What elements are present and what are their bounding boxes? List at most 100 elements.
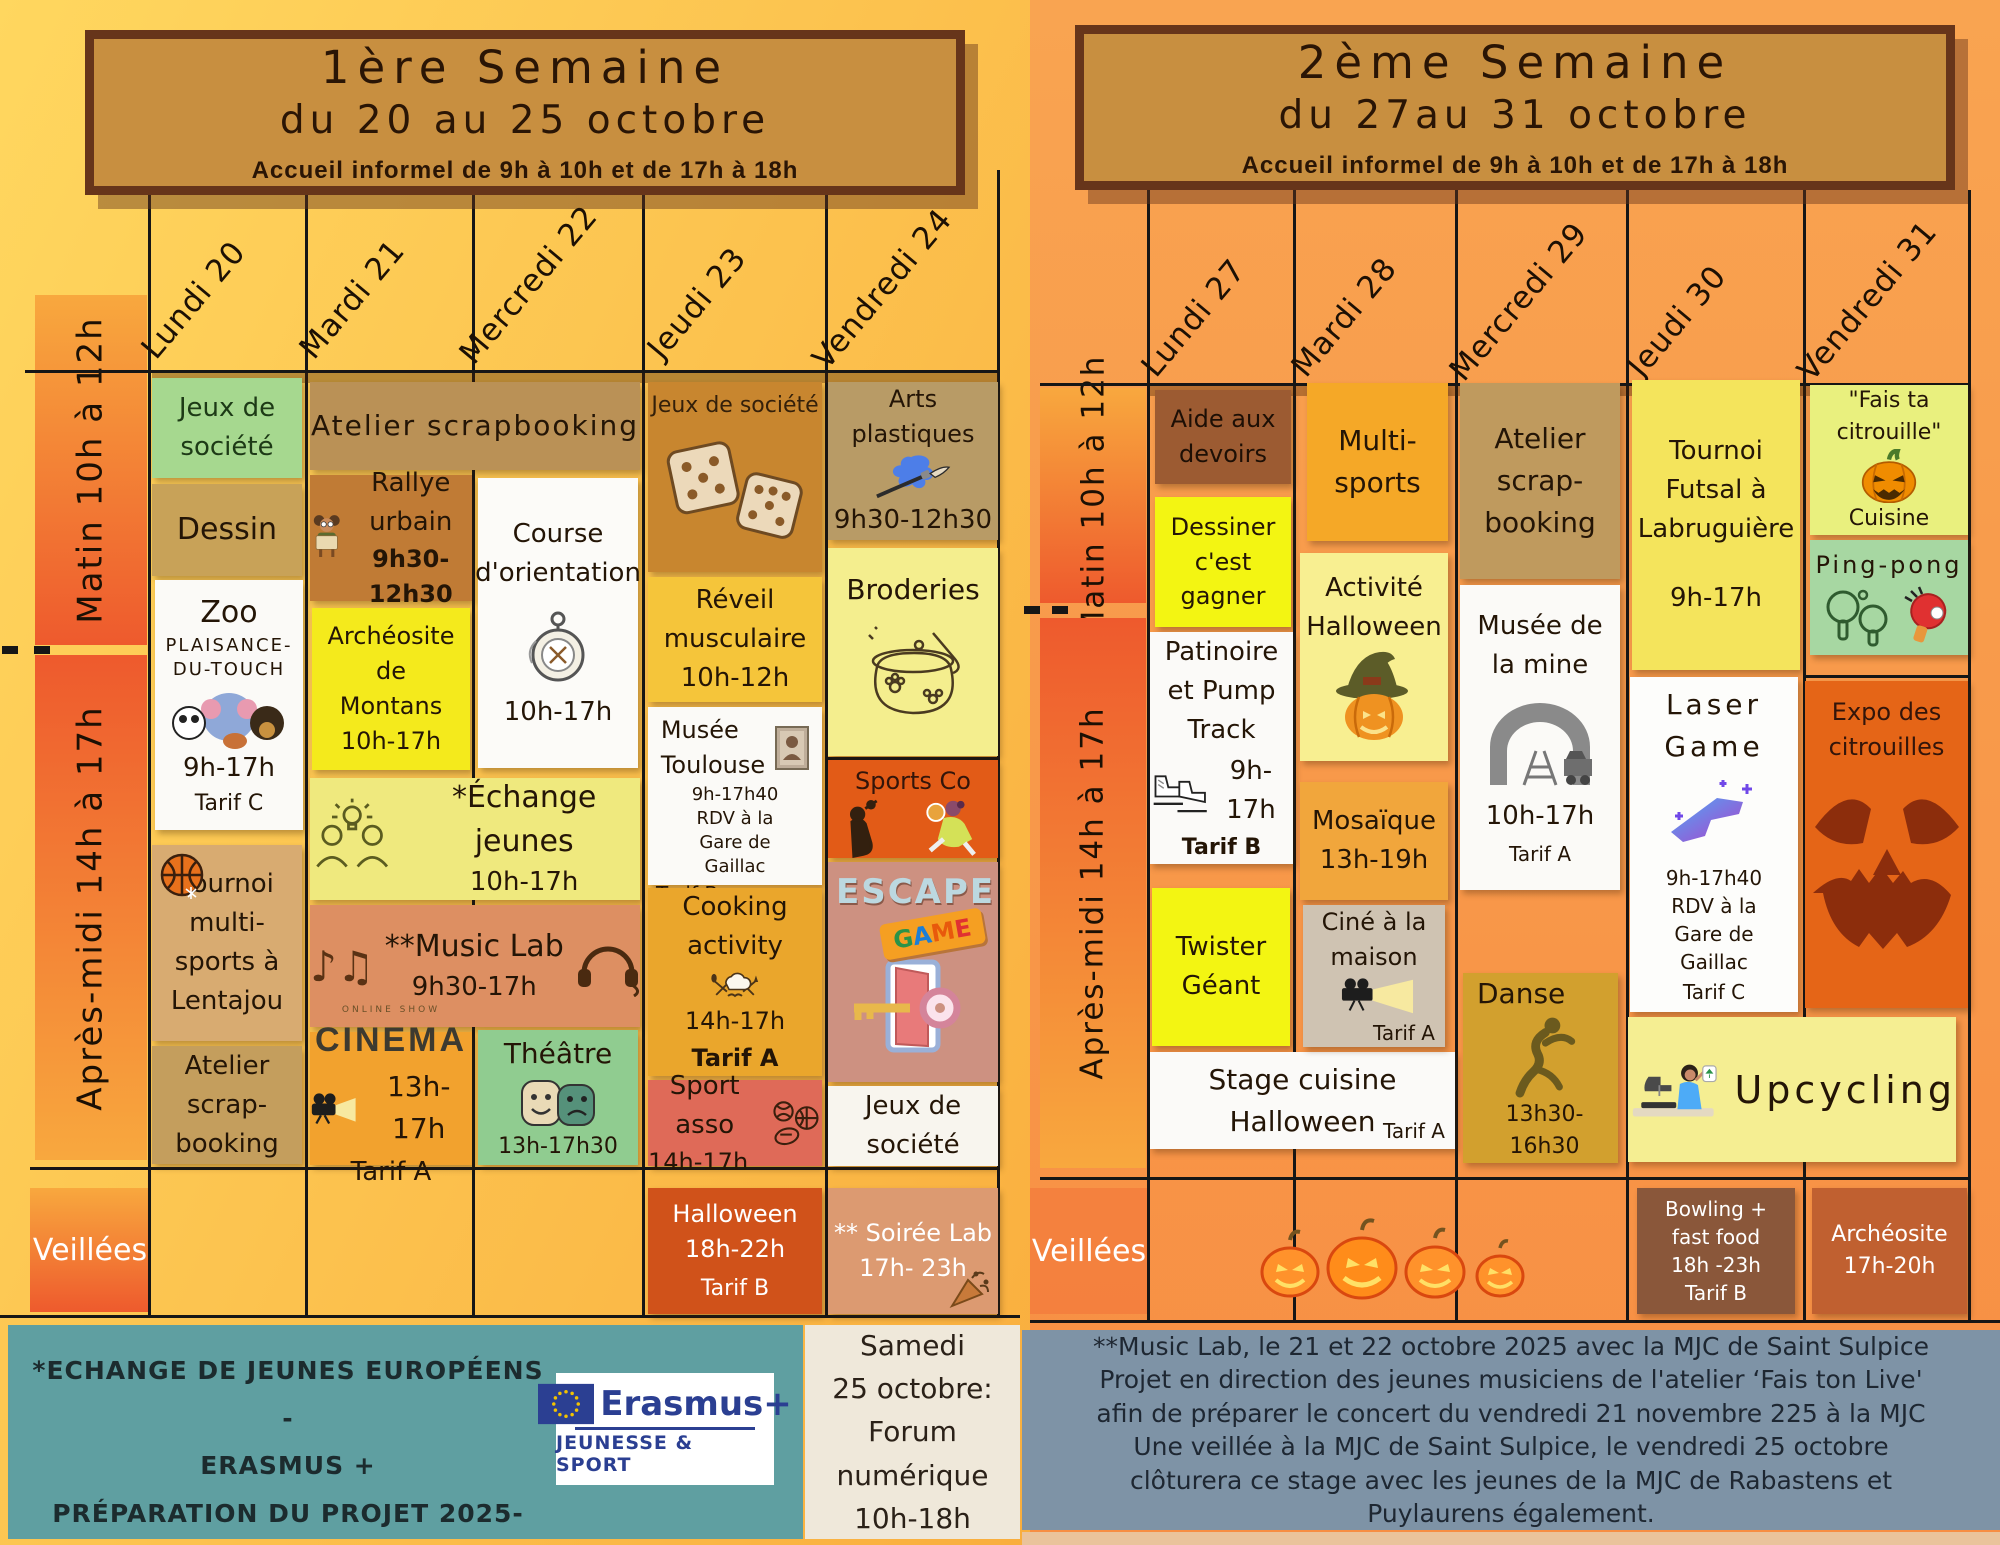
erasmus-tagline: JEUNESSE & SPORT — [556, 1431, 694, 1476]
escape-word: ESCAPE — [836, 872, 996, 912]
dancer-icon — [1515, 1017, 1575, 1098]
compass-icon — [528, 611, 585, 681]
chef-icon — [711, 972, 759, 998]
grid-line — [825, 757, 997, 760]
headphones-icon — [577, 946, 639, 997]
week1-afternoon-strip: Après-midi 14h à 17h — [35, 655, 147, 1160]
card-caption: Cuisine — [1848, 506, 1930, 532]
basketball-icon — [160, 853, 204, 899]
card-text: Patinoire et Pump Track — [1164, 636, 1279, 745]
week2-header: 2ème Semaine du 27au 31 octobre Accueil … — [1075, 25, 1955, 190]
sports-balls-icon — [773, 1101, 819, 1146]
ice-skates-icon — [1153, 774, 1207, 812]
card-tarif: Tarif B — [1181, 834, 1262, 860]
card-tarif: Tarif A — [1508, 842, 1572, 866]
card-dessin: Dessin — [152, 484, 302, 576]
card-text: Tournoi Futsal à Labruguière — [1637, 436, 1795, 544]
witch-pumpkin-icon — [1336, 651, 1408, 740]
grid-line — [1030, 1320, 2000, 1323]
card-text: Twister Géant — [1175, 932, 1267, 1001]
card-multi-sports: Multi- sports — [1307, 383, 1448, 541]
card-title: Danse — [1477, 977, 1566, 1010]
card-archeosite-montans: Archéosite de Montans 10h-17h — [312, 608, 470, 770]
card-jeux-societe-lundi: Jeux de société — [152, 378, 302, 478]
card-atelier-scrap-mercredi: Atelier scrap- booking — [1460, 383, 1620, 579]
card-atelier-scrap-lundi: Atelier scrap- booking — [152, 1046, 302, 1164]
card-time: 10h-17h — [1485, 801, 1595, 831]
week1-morning-strip: Matin 10h à 12h — [35, 295, 147, 645]
music-lab-note-block: **Music Lab, le 21 et 22 octobre 2025 av… — [1022, 1330, 2000, 1530]
card-text: Cooking activity — [682, 892, 788, 961]
card-mosaique: Mosaïque 13h-19h — [1300, 782, 1448, 900]
card-title: Théâtre — [503, 1036, 613, 1070]
card-music-lab: ♪♫ **Music Lab 9h30-17h — [310, 905, 640, 1027]
week1-header: 1ère Semaine du 20 au 25 octobre Accueil… — [85, 30, 965, 195]
card-title: *Échange jeunes — [451, 780, 597, 859]
saturday-text: Samedi 25 octobre: Forum numérique 10h-1… — [832, 1328, 993, 1536]
card-zoo-title: Zoo — [200, 594, 258, 630]
grid-line — [1803, 675, 1968, 678]
saturday-block: Samedi 25 octobre: Forum numérique 10h-1… — [805, 1325, 1020, 1539]
card-text: Atelier scrapbooking — [310, 409, 640, 442]
week1-evening-label: Veillées — [32, 1232, 148, 1268]
erasmus-logo: Erasmus+ JEUNESSE & SPORT — [538, 1373, 792, 1485]
bottom-strip — [1022, 1532, 2000, 1545]
week1-evening-strip: Veillées — [30, 1188, 150, 1312]
card-futsal: Tournoi Futsal à Labruguière 9h-17h — [1632, 380, 1800, 670]
card-text: Aide aux devoirs — [1170, 405, 1276, 468]
pingpong-paddles-icon — [1826, 586, 1947, 647]
game-letter: E — [952, 913, 974, 944]
projector-icon — [311, 1093, 356, 1125]
card-zoo-subtitle: PLAISANCE- DU-TOUCH — [165, 635, 293, 681]
card-tarif: Tarif C — [1682, 979, 1746, 1004]
card-tarif: Tarif B — [700, 1275, 770, 1301]
card-text: Musée de la mine — [1477, 611, 1603, 680]
card-sports-co: Sports Co — [828, 760, 998, 858]
music-notes-icon: ♪♫ — [310, 941, 375, 991]
card-details: 9h-17h40 RDV à la Gare de Gaillac — [691, 783, 779, 878]
pumpkin-icon — [1861, 448, 1917, 504]
card-tournoi-multisports: Tournoi multi- sports à Lentajou — [152, 845, 302, 1041]
card-upcycling: Upcycling — [1628, 1017, 1956, 1162]
grid-line — [30, 1167, 1000, 1170]
grid-line — [825, 170, 828, 1315]
card-time: 13h30-16h30 — [1505, 1102, 1584, 1160]
card-danse: Danse 13h30-16h30 — [1463, 973, 1618, 1163]
dice-icon — [666, 441, 803, 539]
laser-gun-icon — [1671, 779, 1752, 842]
week2-morning-label: Matin 10h à 12h — [1075, 354, 1111, 637]
erasmus-note-block: *ECHANGE DE JEUNES EUROPÉENS - ERASMUS +… — [8, 1325, 803, 1539]
card-time: 10h-17h — [469, 867, 579, 897]
card-broderies: Broderies — [828, 548, 998, 756]
grid-line — [305, 170, 308, 1315]
card-text: Rallye urbain — [369, 468, 453, 538]
card-time: 13h-17h — [386, 1070, 451, 1145]
card-laser-game: Laser Game 9h-17h40 RDV à la Gare de Gai… — [1630, 677, 1798, 1012]
card-jeux-societe-jeudi: Jeux de société — [648, 382, 822, 572]
card-escape-game: ESCAPE GAME — [828, 862, 998, 1082]
card-time: 9h30-17h — [411, 972, 537, 1003]
card-time: 9h-17h — [1226, 755, 1276, 825]
card-text: Réveil musculaire 10h-12h — [663, 585, 807, 693]
card-text: Multi- sports — [1334, 424, 1421, 499]
girl-map-icon — [313, 515, 340, 558]
card-cinema: ONLINE SHOW CINEMA 13h-17h Tarif A — [310, 1005, 472, 1187]
card-zoo-time: 9h-17h — [183, 752, 275, 783]
game-ticket: GAME — [879, 907, 987, 961]
card-title: Sport asso — [669, 1070, 740, 1140]
card-text: Course d'orientation — [475, 518, 641, 588]
projector-icon — [1341, 977, 1414, 1013]
key-door-icon — [854, 959, 961, 1053]
grid-line — [642, 170, 645, 1315]
card-time: 9h30-12h30 — [368, 545, 453, 608]
week2-afternoon-strip: Après-midi 14h à 17h — [1040, 618, 1146, 1168]
week1-row-divider-dashes — [2, 646, 50, 654]
mine-icon — [1490, 703, 1592, 786]
card-text: ** Soirée Lab 17h- 23h — [833, 1219, 993, 1282]
card-text: Dessiner c'est gagner — [1170, 512, 1276, 611]
card-tarif: Tarif A — [350, 1157, 432, 1187]
card-aide-devoirs: Aide aux devoirs — [1155, 390, 1291, 484]
card-text: "Fais ta citrouille" — [1836, 388, 1942, 445]
card-zoo: Zoo PLAISANCE- DU-TOUCH 9h-17h Tarif C — [155, 580, 303, 830]
